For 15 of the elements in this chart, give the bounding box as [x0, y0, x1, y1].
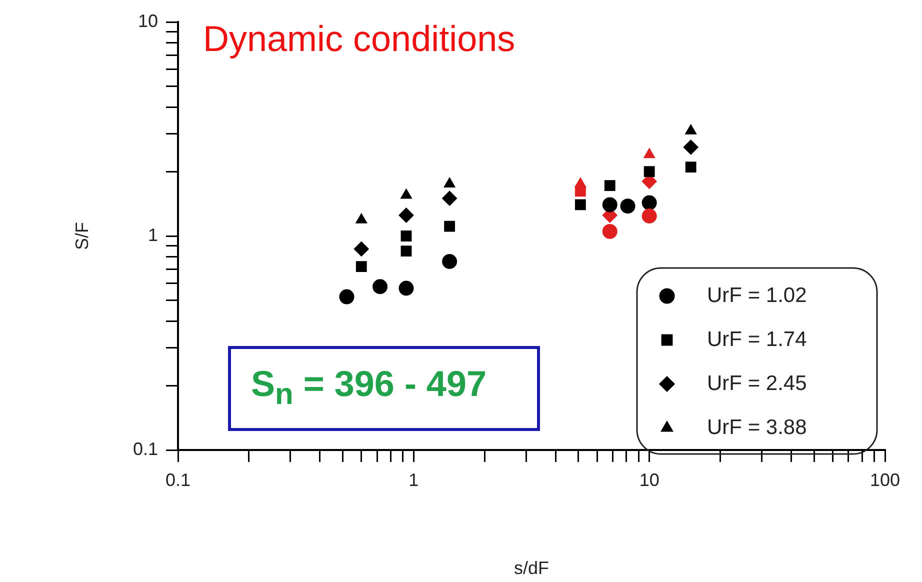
annotation: S$_{n}$ = 396 - 497: [228, 346, 540, 432]
x-tick-label: 100: [870, 470, 900, 490]
legend-label: UrF = 1.02: [707, 284, 807, 307]
legend-label: UrF = 1.74: [707, 328, 808, 351]
legend-label: UrF = 3.88: [707, 416, 807, 439]
x-tick-label: 10: [639, 470, 660, 490]
y-tick-label: 1: [148, 224, 158, 245]
x-tick-label: 0.1: [165, 470, 191, 490]
annotation: Dynamic conditions: [203, 18, 516, 60]
y-tick-label: 10: [138, 10, 158, 31]
x-tick-label: 1: [408, 470, 419, 490]
y-tick-label: 0.1: [132, 438, 158, 459]
y-axis-title: S/F: [72, 222, 92, 250]
x-axis-title: s/dF: [514, 558, 550, 578]
legend-label: UrF = 2.45: [707, 372, 807, 395]
